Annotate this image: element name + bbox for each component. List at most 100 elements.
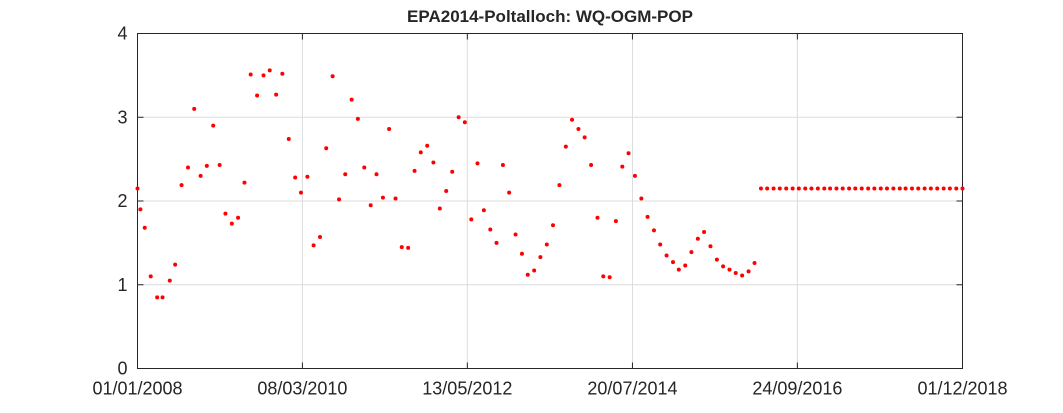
data-point bbox=[740, 273, 745, 278]
data-point bbox=[645, 214, 650, 219]
data-point bbox=[601, 274, 606, 279]
data-point bbox=[418, 150, 423, 155]
data-point bbox=[721, 264, 726, 269]
data-point bbox=[298, 190, 303, 195]
data-point bbox=[758, 186, 763, 191]
data-point bbox=[519, 251, 524, 256]
data-point bbox=[160, 295, 165, 300]
data-point bbox=[475, 161, 480, 166]
x-tick-label: 01/12/2018 bbox=[917, 379, 1007, 399]
data-point bbox=[727, 267, 732, 272]
data-point bbox=[500, 162, 505, 167]
data-point bbox=[702, 229, 707, 234]
data-point bbox=[671, 260, 676, 265]
data-point bbox=[954, 186, 959, 191]
data-point bbox=[771, 186, 776, 191]
data-point bbox=[204, 163, 209, 168]
data-point bbox=[891, 186, 896, 191]
data-point bbox=[173, 262, 178, 267]
data-point bbox=[481, 208, 486, 213]
data-point bbox=[884, 186, 889, 191]
data-point bbox=[551, 223, 556, 228]
data-point bbox=[765, 186, 770, 191]
data-point bbox=[148, 274, 153, 279]
data-point bbox=[242, 180, 247, 185]
data-point bbox=[155, 295, 160, 300]
chart-title: EPA2014-Poltalloch: WQ-OGM-POP bbox=[407, 7, 693, 26]
data-point bbox=[613, 219, 618, 224]
data-point bbox=[488, 227, 493, 232]
data-point bbox=[658, 242, 663, 247]
data-point bbox=[872, 186, 877, 191]
x-tick-label: 20/07/2014 bbox=[587, 379, 677, 399]
data-point bbox=[532, 268, 537, 273]
data-point bbox=[714, 257, 719, 262]
data-point bbox=[349, 97, 354, 102]
y-tick-label: 4 bbox=[117, 24, 127, 44]
y-tick-label: 0 bbox=[117, 359, 127, 379]
data-point bbox=[211, 123, 216, 128]
data-point bbox=[343, 172, 348, 177]
data-point bbox=[576, 126, 581, 131]
data-point bbox=[507, 190, 512, 195]
y-tick-label: 1 bbox=[117, 275, 127, 295]
data-point bbox=[910, 186, 915, 191]
data-point bbox=[179, 183, 184, 188]
data-point bbox=[790, 186, 795, 191]
data-point bbox=[444, 188, 449, 193]
data-point bbox=[236, 215, 241, 220]
data-point bbox=[192, 106, 197, 111]
data-point bbox=[595, 215, 600, 220]
data-point bbox=[683, 263, 688, 268]
data-point bbox=[544, 242, 549, 247]
data-point bbox=[947, 186, 952, 191]
x-tick-label: 24/09/2016 bbox=[752, 379, 842, 399]
data-point bbox=[198, 173, 203, 178]
data-point bbox=[620, 164, 625, 169]
data-point bbox=[337, 197, 342, 202]
data-point bbox=[324, 146, 329, 151]
data-point bbox=[355, 116, 360, 121]
data-point bbox=[834, 186, 839, 191]
data-point bbox=[928, 186, 933, 191]
y-tick-label: 3 bbox=[117, 107, 127, 127]
data-point bbox=[311, 243, 316, 248]
data-point bbox=[293, 175, 298, 180]
data-point bbox=[784, 186, 789, 191]
data-point bbox=[286, 137, 291, 142]
data-point bbox=[809, 186, 814, 191]
data-point bbox=[185, 165, 190, 170]
data-point bbox=[746, 269, 751, 274]
x-tick-label: 08/03/2010 bbox=[257, 379, 347, 399]
data-point bbox=[582, 135, 587, 140]
data-point bbox=[280, 71, 285, 76]
data-point bbox=[708, 244, 713, 249]
data-point bbox=[563, 144, 568, 149]
y-tick-label: 2 bbox=[117, 191, 127, 211]
data-point bbox=[853, 186, 858, 191]
data-point bbox=[859, 186, 864, 191]
data-point bbox=[626, 151, 631, 156]
data-point bbox=[639, 196, 644, 201]
data-point bbox=[570, 117, 575, 122]
data-point bbox=[589, 162, 594, 167]
data-point bbox=[393, 196, 398, 201]
data-point bbox=[960, 186, 965, 191]
data-point bbox=[142, 225, 147, 230]
data-point bbox=[450, 169, 455, 174]
data-point bbox=[255, 93, 260, 98]
data-point bbox=[399, 245, 404, 250]
axis-ticks: 0 1 2 3 4 01/01/2008 08/03/2010 13/05/2012 20/07… bbox=[92, 24, 1007, 399]
data-point bbox=[138, 207, 143, 212]
data-point bbox=[406, 245, 411, 250]
data-point bbox=[248, 72, 253, 77]
data-point bbox=[557, 183, 562, 188]
data-point bbox=[368, 203, 373, 208]
data-point bbox=[941, 186, 946, 191]
data-point bbox=[847, 186, 852, 191]
data-point bbox=[607, 275, 612, 280]
data-point bbox=[815, 186, 820, 191]
data-point bbox=[469, 217, 474, 222]
data-point bbox=[135, 186, 140, 191]
data-point bbox=[866, 186, 871, 191]
